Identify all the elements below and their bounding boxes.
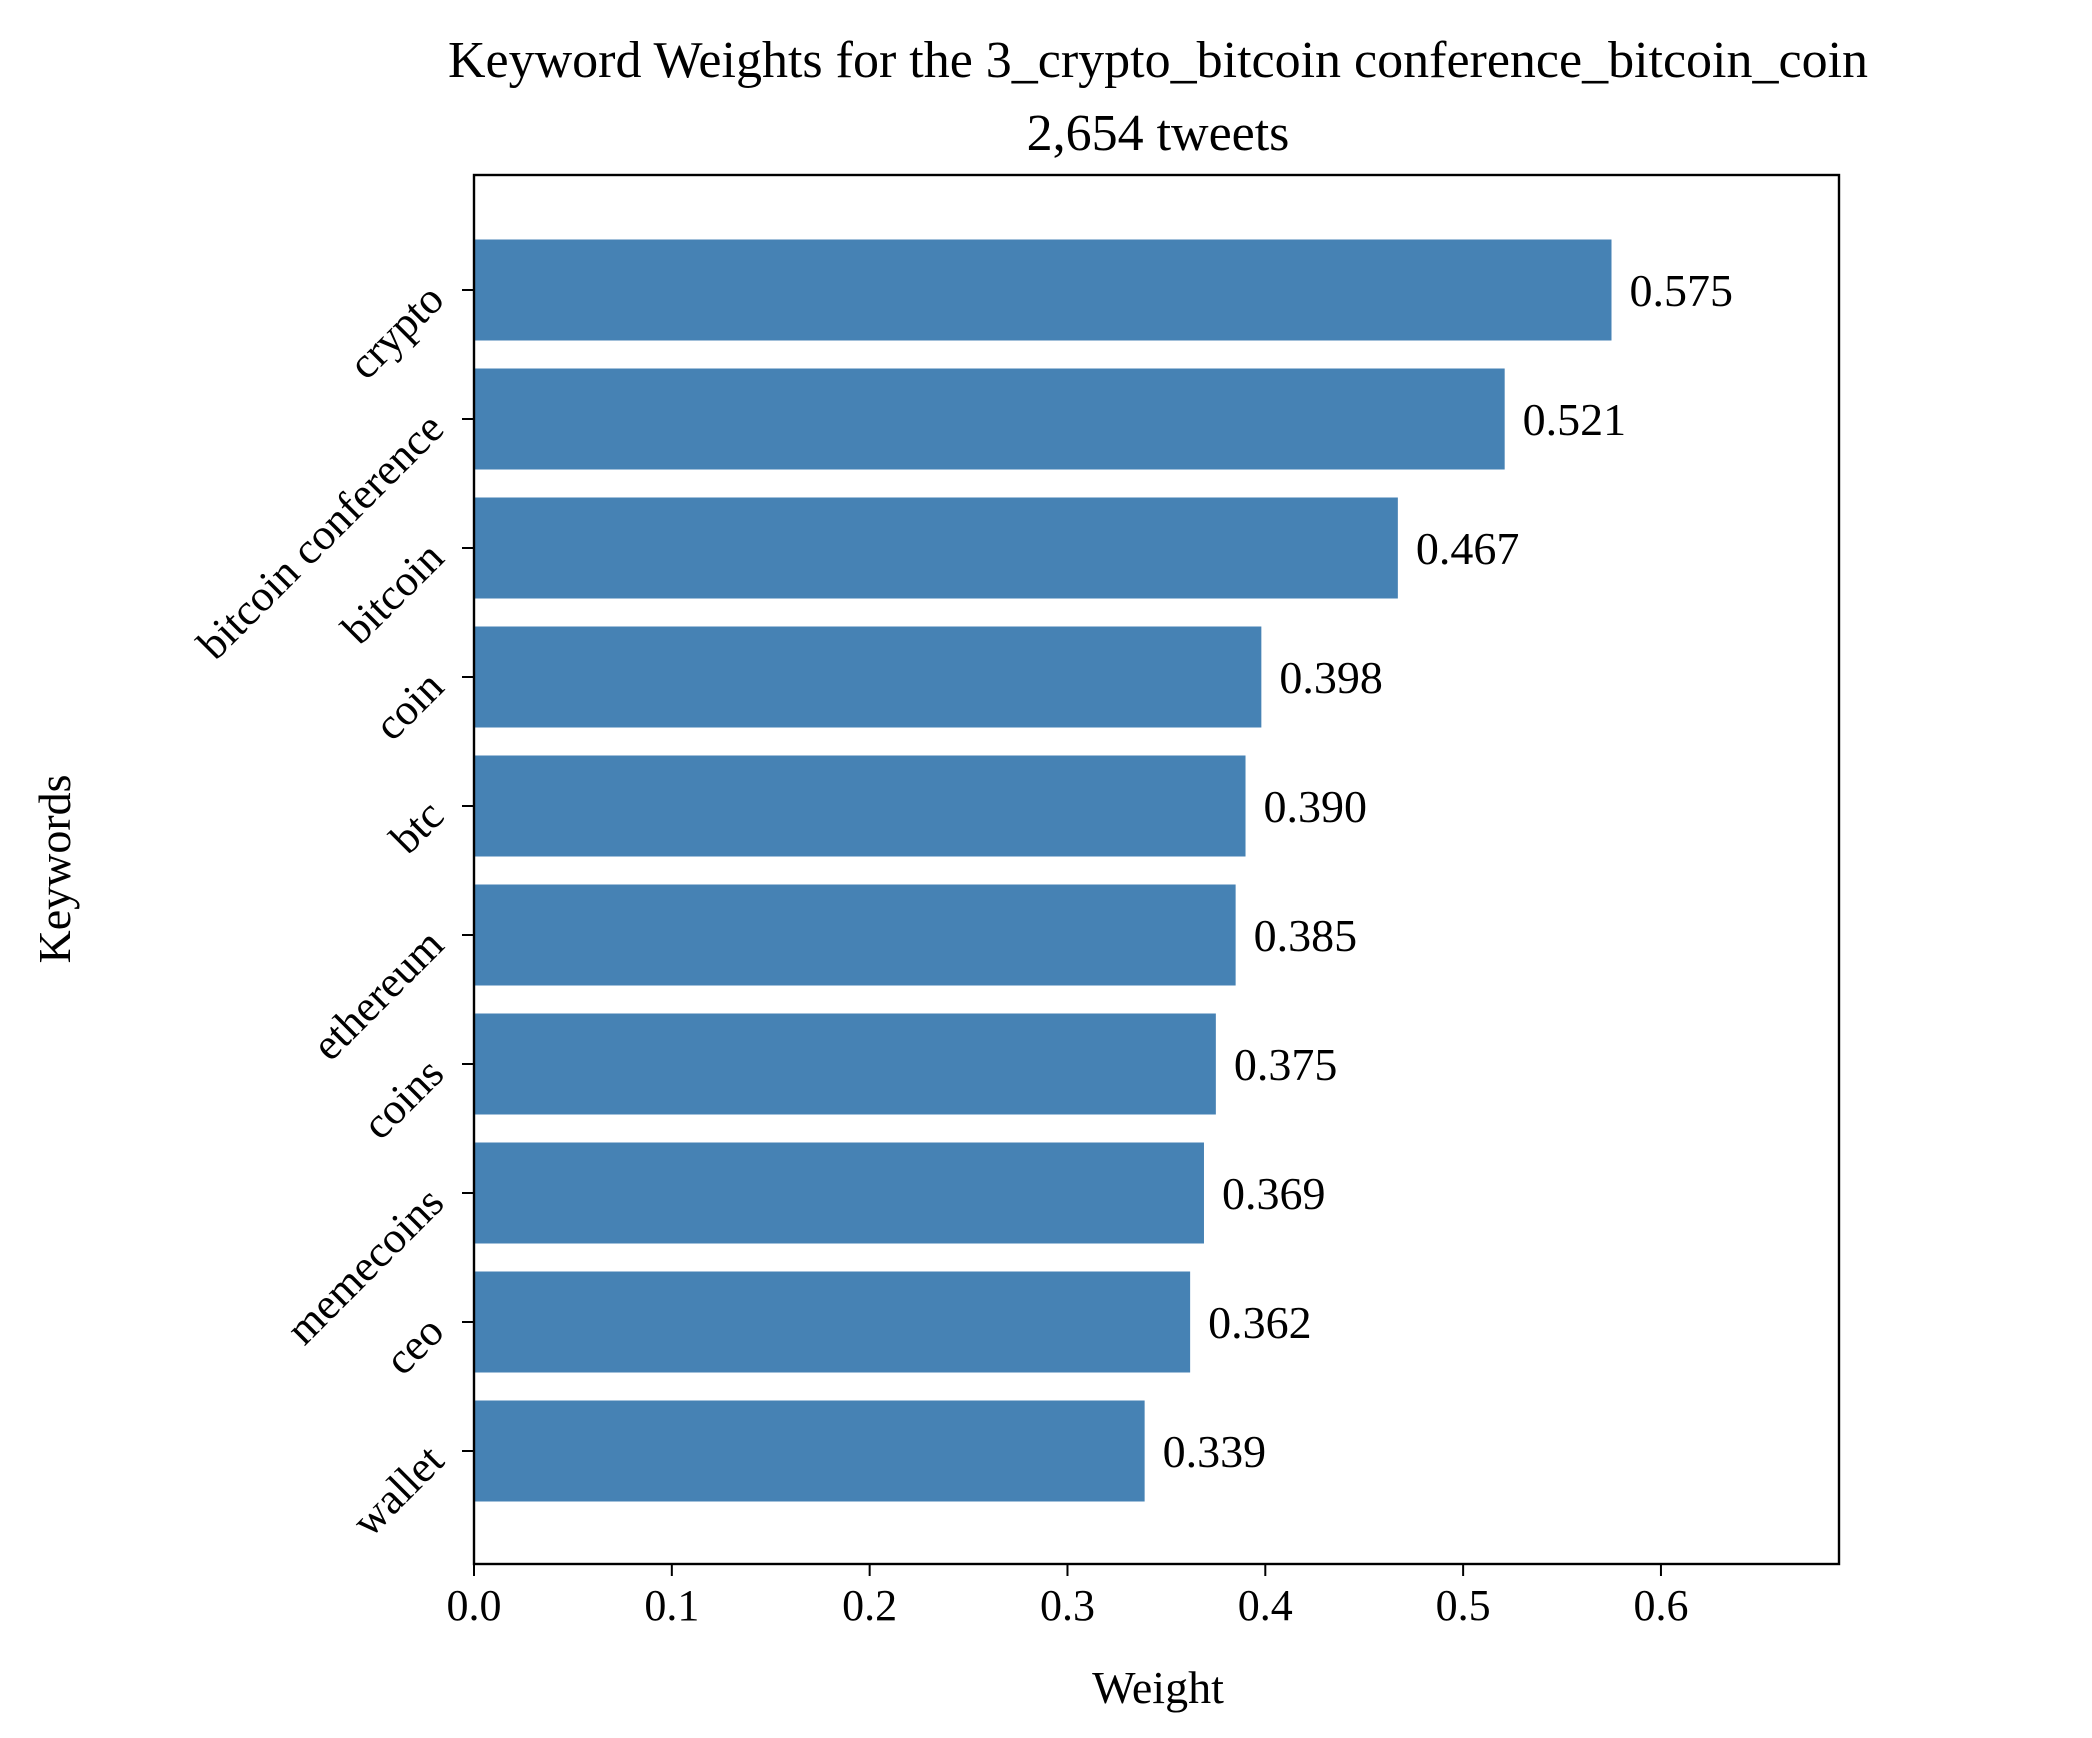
y-tick-label-crypto: crypto <box>339 274 453 388</box>
x-tick-label: 0.3 <box>1040 1581 1095 1630</box>
y-tick-label-ceo: ceo <box>375 1306 453 1384</box>
value-label-memecoins: 0.369 <box>1222 1168 1326 1219</box>
bar-memecoins <box>474 1142 1204 1244</box>
bar-ethereum <box>474 884 1236 986</box>
y-tick-label-coin: coin <box>365 661 453 749</box>
x-tick-label: 0.1 <box>644 1581 699 1630</box>
bar-coin <box>474 626 1262 728</box>
x-tick-label: 0.6 <box>1633 1581 1688 1630</box>
bar-wallet <box>474 1400 1145 1502</box>
value-label-coins: 0.375 <box>1234 1039 1338 1090</box>
bar-bitcoin <box>474 497 1398 599</box>
x-tick-label: 0.5 <box>1436 1581 1491 1630</box>
y-tick-label-coins: coins <box>353 1048 453 1148</box>
bar-coins <box>474 1013 1216 1115</box>
value-label-bitcoin-conference: 0.521 <box>1523 394 1627 445</box>
y-tick-label-bitcoin: bitcoin <box>332 532 453 653</box>
x-tick-label: 0.4 <box>1238 1581 1293 1630</box>
value-label-crypto: 0.575 <box>1630 265 1734 316</box>
y-tick-label-ethereum: ethereum <box>303 919 453 1069</box>
bar-btc <box>474 755 1246 857</box>
x-tick-label: 0.2 <box>842 1581 897 1630</box>
value-label-ethereum: 0.385 <box>1254 910 1358 961</box>
bar-crypto <box>474 239 1612 341</box>
value-label-coin: 0.398 <box>1279 652 1383 703</box>
y-tick-label-btc: btc <box>380 790 453 863</box>
value-label-ceo: 0.362 <box>1208 1297 1312 1348</box>
plot-frame <box>472 173 1841 1566</box>
chart-subtitle: 2,654 tweets <box>1027 105 1290 162</box>
bar-ceo <box>474 1271 1191 1373</box>
bar-bitcoin-conference <box>474 368 1505 470</box>
value-label-wallet: 0.339 <box>1163 1426 1267 1477</box>
chart-title: Keyword Weights for the 3_crypto_bitcoin… <box>448 32 1868 89</box>
y-tick-label-bitcoin-conference: bitcoin conference <box>188 403 453 668</box>
plot-area: 0.575 crypto 0.521 bitcoin conference 0.467 b… <box>188 173 1841 1630</box>
y-tick-label-wallet: wallet <box>342 1435 453 1546</box>
x-axis-label: Weight <box>1092 1662 1224 1713</box>
value-label-bitcoin: 0.467 <box>1416 523 1520 574</box>
x-tick-label: 0.0 <box>447 1581 502 1630</box>
y-axis-label: Keywords <box>29 774 80 963</box>
value-label-btc: 0.390 <box>1264 781 1368 832</box>
